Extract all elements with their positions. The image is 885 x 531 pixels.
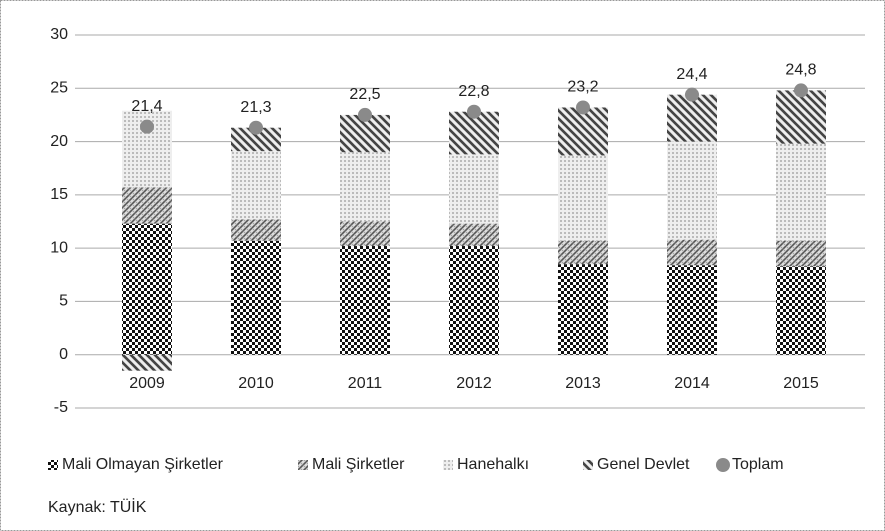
- bar-segment: [667, 141, 717, 240]
- bar-segment: [667, 239, 717, 266]
- x-tick-label: 2011: [348, 375, 383, 392]
- y-tick-label: 0: [59, 346, 68, 363]
- source: Kaynak: TÜİK: [48, 497, 147, 516]
- legend-label: Mali Şirketler: [312, 456, 405, 473]
- bar-segment: [449, 223, 499, 247]
- y-tick-label: -5: [54, 399, 68, 416]
- total-marker: [794, 83, 808, 98]
- bar-segment: [776, 266, 826, 355]
- x-tick-label: 2010: [238, 375, 274, 392]
- bar-segment: [776, 90, 826, 144]
- legend-marker: [716, 458, 730, 472]
- total-marker: [140, 119, 154, 134]
- value-label: 24,4: [676, 66, 707, 83]
- bar-segment: [558, 107, 608, 156]
- bar-segment: [667, 265, 717, 355]
- legend-swatch: [298, 460, 308, 470]
- bar-segment: [558, 155, 608, 241]
- bar-segment: [776, 240, 826, 267]
- x-tick-label: 2009: [129, 375, 165, 392]
- x-tick-label: 2014: [674, 375, 710, 392]
- y-tick-label: 15: [50, 186, 68, 203]
- total-marker: [576, 100, 590, 115]
- bar-segment: [122, 354, 172, 371]
- y-tick-label: 25: [50, 80, 68, 97]
- bar-segment: [449, 154, 499, 224]
- bar-segment: [340, 221, 390, 247]
- x-tick-label: 2012: [456, 375, 492, 392]
- bar-segment: [122, 223, 172, 355]
- value-label: 22,8: [458, 83, 489, 100]
- value-label: 23,2: [567, 79, 598, 96]
- y-tick-label: 30: [50, 26, 68, 43]
- total-marker: [358, 107, 372, 122]
- value-label: 24,8: [785, 62, 816, 79]
- value-label: 22,5: [349, 86, 380, 103]
- legend-swatch: [443, 460, 453, 470]
- bar-segment: [231, 240, 281, 355]
- legend-label: Toplam: [732, 456, 784, 473]
- total-marker: [249, 120, 263, 135]
- legend-label: Genel Devlet: [597, 456, 690, 473]
- value-label: 21,4: [131, 98, 162, 115]
- bar-segment: [449, 246, 499, 355]
- legend-swatch: [48, 460, 58, 470]
- bar-segment: [667, 94, 717, 142]
- bar-segment: [231, 151, 281, 220]
- y-tick-label: 10: [50, 239, 68, 256]
- value-label: 21,3: [240, 99, 271, 116]
- y-tick-label: 5: [59, 293, 68, 310]
- bar-segment: [122, 187, 172, 224]
- bar-segment: [231, 219, 281, 241]
- bar-segment: [558, 264, 608, 355]
- bar-segment: [231, 127, 281, 152]
- bar-segment: [340, 246, 390, 355]
- y-tick-label: 20: [50, 133, 68, 150]
- x-tick-label: 2015: [783, 375, 819, 392]
- legend-swatch: [583, 460, 593, 470]
- bar-segment: [449, 111, 499, 155]
- legend-label: Mali Olmayan Şirketler: [62, 456, 224, 473]
- legend-label: Hanehalkı: [457, 456, 529, 473]
- bar-segment: [340, 152, 390, 222]
- bar-segment: [776, 143, 826, 241]
- x-tick-label: 2013: [565, 375, 601, 392]
- total-marker: [467, 104, 481, 119]
- total-marker: [685, 87, 699, 102]
- bar-segment: [558, 240, 608, 265]
